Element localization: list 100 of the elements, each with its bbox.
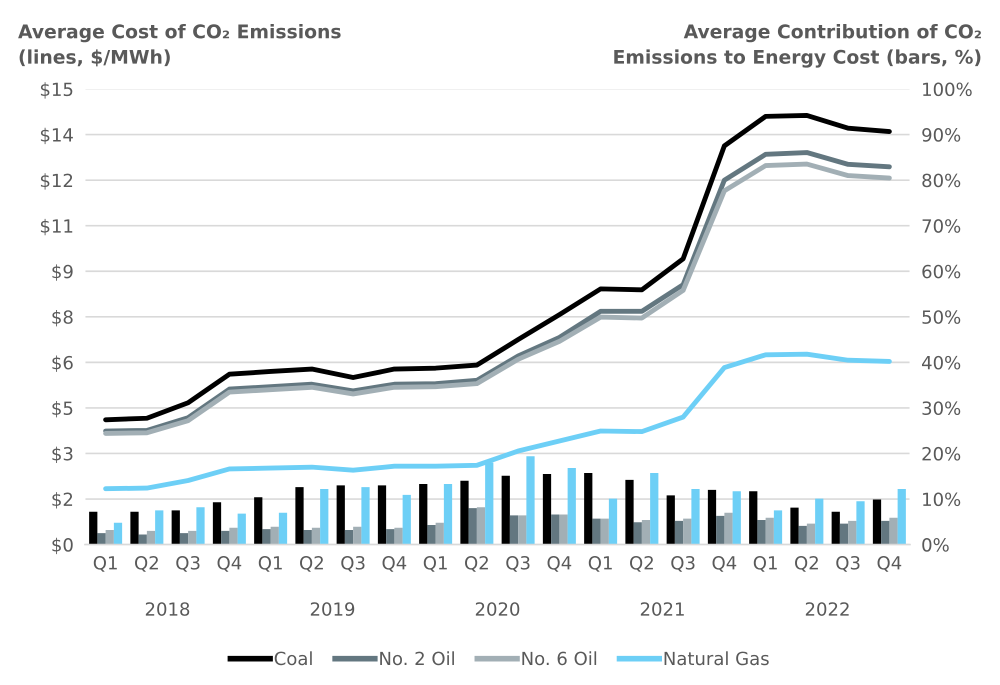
bar bbox=[757, 520, 766, 545]
bar bbox=[716, 516, 724, 545]
bar bbox=[584, 473, 592, 545]
x-tick-label: Q3 bbox=[341, 556, 365, 572]
bar bbox=[386, 529, 394, 545]
y-tick-label: $15 bbox=[40, 82, 72, 99]
bar bbox=[262, 529, 271, 545]
y-tick-label: $3 bbox=[52, 446, 72, 463]
y2-tick-label: 80% bbox=[922, 174, 960, 188]
bar bbox=[196, 507, 205, 545]
x-tick-label: Q1 bbox=[258, 556, 282, 572]
bar bbox=[476, 507, 486, 545]
y2-tick-label: 10% bbox=[923, 492, 960, 506]
bar bbox=[114, 522, 122, 545]
bar bbox=[608, 498, 618, 545]
bar bbox=[427, 524, 436, 545]
y-tick-label: $9 bbox=[52, 264, 73, 281]
bar bbox=[336, 485, 345, 545]
bar bbox=[295, 487, 304, 545]
bar bbox=[568, 468, 576, 545]
text: 2018 bbox=[146, 602, 190, 616]
bar bbox=[625, 480, 634, 545]
bar bbox=[510, 515, 518, 545]
bar bbox=[304, 530, 312, 545]
bar bbox=[212, 502, 222, 545]
y-tick-label: $6 bbox=[52, 356, 73, 372]
bar bbox=[361, 487, 370, 545]
bar bbox=[106, 530, 114, 545]
bar bbox=[634, 522, 642, 545]
bar bbox=[832, 512, 840, 545]
bar bbox=[138, 534, 147, 545]
bar bbox=[889, 518, 898, 545]
y-tick-label: $2 bbox=[52, 492, 72, 509]
bar bbox=[732, 491, 741, 545]
y-axis-title: Average Cost of CO₂ Emissions (lines, $/MWh) bbox=[18, 24, 341, 66]
bar bbox=[402, 494, 411, 545]
y2-tick-label: 0% bbox=[922, 538, 949, 552]
y-tick-label: $12 bbox=[40, 173, 72, 190]
bar bbox=[320, 489, 328, 545]
bar bbox=[872, 499, 882, 545]
bar bbox=[600, 518, 609, 545]
bar bbox=[898, 489, 906, 545]
bar bbox=[419, 484, 428, 545]
y-tick-label: $0 bbox=[52, 538, 73, 554]
y2-tick-label: 20% bbox=[922, 446, 960, 461]
legend-label: Natural Gas bbox=[664, 651, 769, 666]
bar bbox=[790, 508, 799, 545]
y-tick-label: $11 bbox=[40, 218, 72, 236]
bar bbox=[526, 456, 535, 545]
x-tick-label: Q4 bbox=[548, 556, 572, 572]
bar bbox=[592, 518, 601, 545]
text: 2020 bbox=[476, 602, 520, 616]
bar bbox=[642, 520, 650, 545]
bar bbox=[238, 514, 246, 545]
x-tick-label: Q4 bbox=[218, 556, 242, 572]
bar bbox=[881, 520, 890, 545]
bar bbox=[856, 501, 865, 545]
bar bbox=[378, 485, 386, 545]
x-tick-label: Q3 bbox=[671, 556, 695, 572]
bar bbox=[840, 524, 848, 545]
bar bbox=[806, 524, 816, 545]
bar bbox=[344, 530, 354, 545]
bar bbox=[559, 514, 568, 545]
x-tick-label: Q2 bbox=[795, 556, 818, 572]
x-tick-label: Q4 bbox=[878, 556, 902, 572]
bar bbox=[353, 526, 362, 545]
x-tick-label: Q4 bbox=[382, 556, 406, 572]
x-tick-label: Q4 bbox=[712, 556, 736, 572]
x-tick-label: Q2 bbox=[135, 556, 158, 572]
bar bbox=[444, 484, 452, 545]
bar bbox=[815, 498, 824, 545]
y-tick-label: $8 bbox=[52, 310, 73, 326]
bar bbox=[278, 512, 288, 545]
text: 2019 bbox=[310, 602, 354, 616]
bar bbox=[155, 510, 164, 545]
bar bbox=[691, 489, 700, 545]
bar bbox=[229, 528, 238, 545]
bar bbox=[460, 480, 469, 545]
x-tick-label: Q1 bbox=[424, 556, 447, 572]
y-tick-label: $5 bbox=[52, 401, 72, 418]
x-tick-label: Q3 bbox=[836, 556, 860, 572]
bar bbox=[683, 518, 692, 545]
bar bbox=[749, 491, 758, 545]
bar bbox=[130, 512, 139, 545]
x-tick-label: Q3 bbox=[506, 556, 530, 572]
bar bbox=[468, 508, 477, 545]
bar bbox=[436, 522, 444, 545]
x-tick-label: Q1 bbox=[754, 556, 777, 572]
bar bbox=[774, 510, 782, 545]
bar bbox=[542, 474, 552, 545]
y2-axis-title: Average Contribution of CO₂ Emissions to Energy Cost (bars, %) bbox=[614, 24, 981, 68]
y2-tick-label: 90% bbox=[922, 128, 960, 142]
x-tick-label: Q2 bbox=[465, 556, 488, 572]
y2-tick-label: 100% bbox=[923, 82, 972, 96]
x-tick-label: Q2 bbox=[630, 556, 653, 572]
text: 2021 bbox=[640, 602, 684, 616]
y2-tick-label: 50% bbox=[922, 310, 960, 324]
bar bbox=[221, 530, 230, 545]
legend-label: No. 2 Oil bbox=[380, 651, 454, 666]
y2-tick-label: 60% bbox=[922, 264, 960, 278]
